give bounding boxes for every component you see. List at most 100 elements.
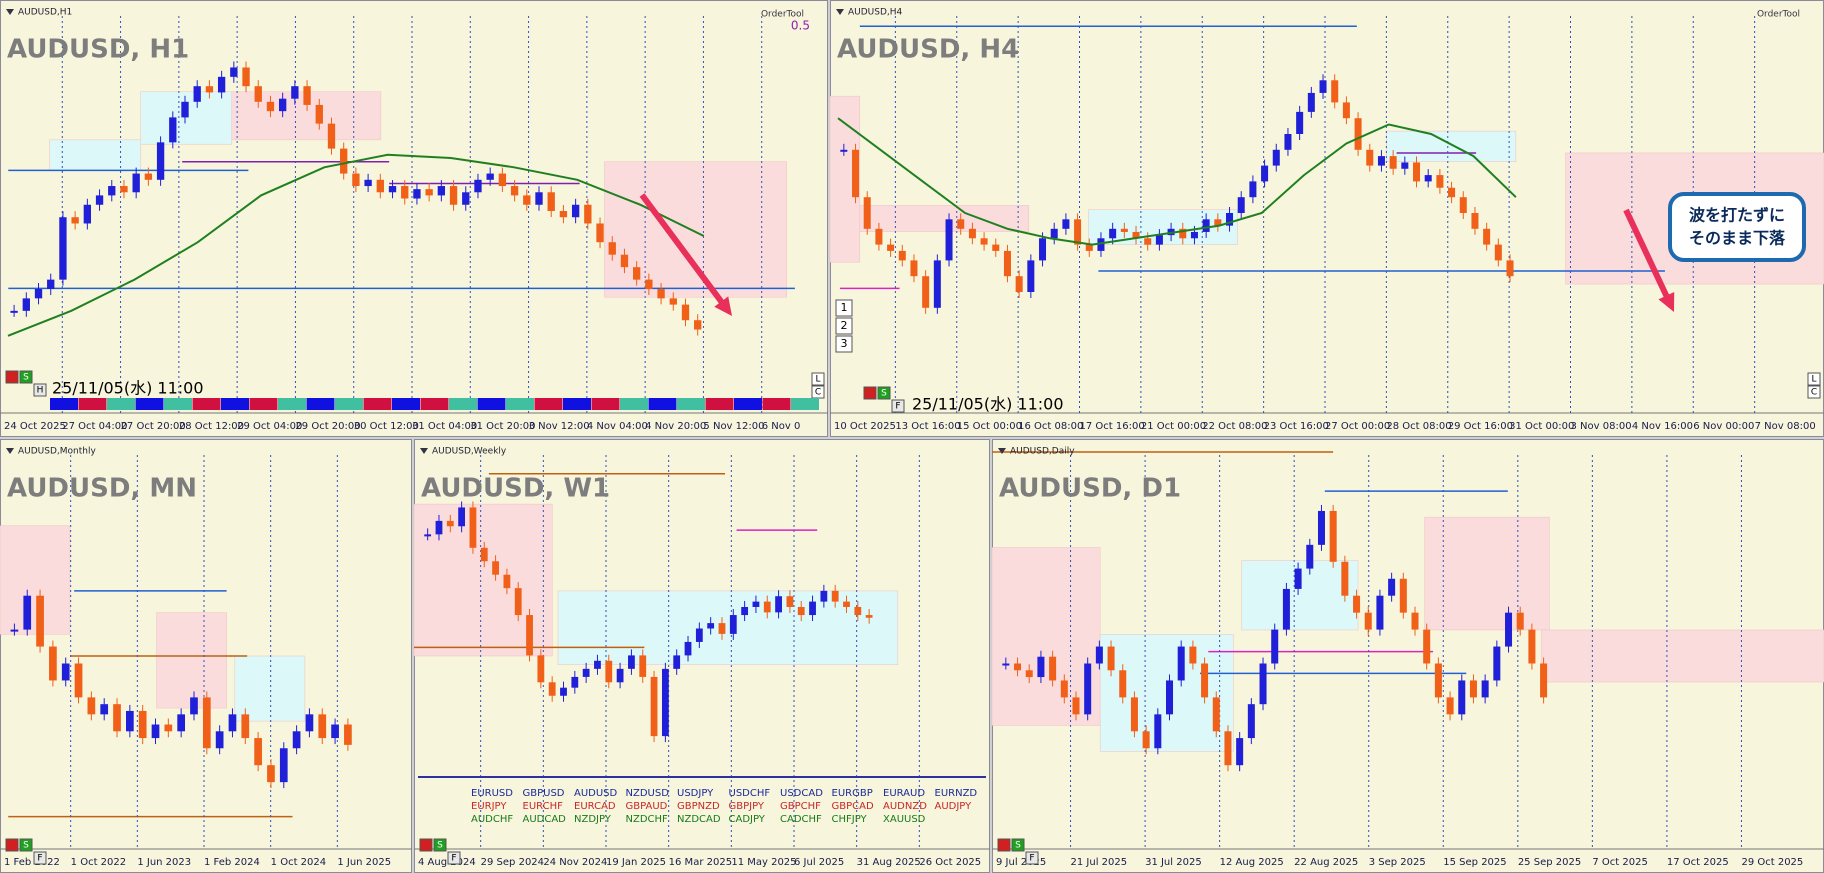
- tool-button[interactable]: [33, 383, 47, 397]
- symbol-link[interactable]: AUDCAD: [523, 814, 567, 825]
- tool-button[interactable]: [877, 386, 891, 400]
- x-tick-label: 6 Nov 0: [762, 421, 801, 432]
- strength-cell: [591, 398, 620, 410]
- x-tick-label: 31 Oct 04:00: [412, 421, 477, 432]
- level-button-label[interactable]: 1: [841, 301, 848, 314]
- symbol-link[interactable]: USDCAD: [780, 788, 823, 799]
- tool-button[interactable]: [433, 838, 447, 852]
- symbol-link[interactable]: AUDUSD: [574, 788, 618, 799]
- window-menu-icon[interactable]: [6, 9, 14, 15]
- symbol-link[interactable]: NZDCHF: [626, 814, 669, 825]
- symbol-link[interactable]: GBPAUD: [626, 801, 668, 812]
- candle-body: [462, 192, 470, 205]
- tool-button-label[interactable]: S: [881, 389, 887, 399]
- symbol-link[interactable]: AUDJPY: [935, 801, 973, 812]
- candle-body: [1471, 213, 1479, 229]
- tool-button[interactable]: [891, 399, 905, 413]
- side-button[interactable]: [1807, 372, 1821, 386]
- candle-body: [228, 714, 237, 732]
- side-button-label[interactable]: C: [815, 388, 821, 398]
- tool-button[interactable]: [33, 851, 47, 865]
- close-button[interactable]: [997, 838, 1011, 852]
- symbol-link[interactable]: GBPCHF: [780, 801, 821, 812]
- side-button-label[interactable]: L: [1811, 375, 1816, 385]
- symbol-link[interactable]: GBPNZD: [677, 801, 720, 812]
- window-menu-icon[interactable]: [836, 9, 844, 15]
- candle-body: [1166, 680, 1174, 715]
- symbol-link[interactable]: GBPUSD: [523, 788, 565, 799]
- candle-body: [217, 76, 226, 93]
- tool-button[interactable]: [1011, 838, 1025, 852]
- symbol-link[interactable]: USDCHF: [729, 788, 771, 799]
- tool-button[interactable]: [19, 838, 33, 852]
- symbol-link[interactable]: XAUUSD: [883, 814, 926, 825]
- tool-button-label[interactable]: F: [895, 402, 900, 412]
- symbol-link[interactable]: NZDCAD: [677, 814, 721, 825]
- candle-body: [1459, 197, 1467, 213]
- candle-body: [1366, 149, 1374, 166]
- tool-button[interactable]: [19, 370, 33, 384]
- candle-body: [1469, 680, 1477, 698]
- level-button-label[interactable]: 3: [841, 337, 848, 350]
- symbol-link[interactable]: GBPJPY: [729, 801, 765, 812]
- order-tool[interactable]: OrderTool: [1757, 10, 1800, 20]
- symbol-link[interactable]: CADJPY: [729, 814, 766, 825]
- symbol-link[interactable]: USDJPY: [677, 788, 714, 799]
- tool-button-label[interactable]: S: [23, 373, 29, 383]
- strength-cell: [762, 398, 791, 410]
- symbol-link[interactable]: EURGBP: [832, 788, 873, 799]
- window-menu-icon[interactable]: [420, 448, 428, 454]
- zone-box: [1424, 516, 1550, 631]
- symbol-link[interactable]: GBPCAD: [832, 801, 874, 812]
- tool-button[interactable]: [447, 851, 461, 865]
- tool-button-label[interactable]: F: [37, 854, 42, 864]
- tool-button-label[interactable]: S: [437, 841, 443, 851]
- symbol-link[interactable]: AUDCHF: [471, 814, 513, 825]
- symbol-link[interactable]: CADCHF: [780, 814, 822, 825]
- symbol-link[interactable]: EURCHF: [523, 801, 564, 812]
- x-tick-label: 31 Oct 00:00: [1509, 421, 1574, 432]
- zone-box: [234, 655, 306, 722]
- candle-body: [1424, 175, 1432, 182]
- symbol-link[interactable]: AUDNZD: [883, 801, 927, 812]
- candle-body: [1354, 118, 1362, 150]
- window-label: AUDUSD,Weekly: [432, 447, 507, 457]
- symbol-link[interactable]: EURUSD: [471, 788, 513, 799]
- x-tick-label: 22 Aug 2025: [1294, 857, 1358, 868]
- candle-body: [1341, 561, 1349, 596]
- level-button[interactable]: [835, 299, 853, 317]
- level-button[interactable]: [835, 317, 853, 335]
- x-tick-label: 13 Oct 16:00: [895, 421, 960, 432]
- symbol-link[interactable]: NZDUSD: [626, 788, 670, 799]
- tool-button-label[interactable]: S: [1015, 841, 1021, 851]
- tool-button-label[interactable]: F: [451, 854, 456, 864]
- close-button[interactable]: [5, 838, 19, 852]
- symbol-link[interactable]: EURNZD: [935, 788, 978, 799]
- symbol-link[interactable]: EURAUD: [883, 788, 925, 799]
- candle-body: [1364, 612, 1372, 630]
- symbol-link[interactable]: EURCAD: [574, 801, 616, 812]
- tool-button-label[interactable]: S: [23, 841, 29, 851]
- symbol-link[interactable]: CHFJPY: [832, 814, 868, 825]
- symbol-link[interactable]: EURJPY: [471, 801, 507, 812]
- close-button[interactable]: [5, 370, 19, 384]
- side-button[interactable]: [1807, 385, 1821, 399]
- tool-button[interactable]: [1025, 851, 1039, 865]
- symbol-link[interactable]: NZDJPY: [574, 814, 612, 825]
- window-menu-icon[interactable]: [6, 448, 14, 454]
- window-label: AUDUSD,H1: [18, 8, 72, 18]
- strength-cell: [164, 398, 192, 410]
- tool-button-label[interactable]: H: [37, 386, 44, 396]
- level-button-label[interactable]: 2: [841, 319, 848, 332]
- window-menu-icon[interactable]: [998, 448, 1006, 454]
- side-button[interactable]: [811, 372, 825, 386]
- level-button[interactable]: [835, 335, 853, 353]
- close-button[interactable]: [863, 386, 877, 400]
- side-button-label[interactable]: C: [1811, 388, 1817, 398]
- order-tool[interactable]: OrderTool: [761, 10, 804, 20]
- candle-body: [1331, 80, 1339, 103]
- candle-body: [1097, 238, 1105, 251]
- tool-button-label[interactable]: F: [1029, 854, 1034, 864]
- close-button[interactable]: [419, 838, 433, 852]
- side-button-label[interactable]: L: [815, 375, 820, 385]
